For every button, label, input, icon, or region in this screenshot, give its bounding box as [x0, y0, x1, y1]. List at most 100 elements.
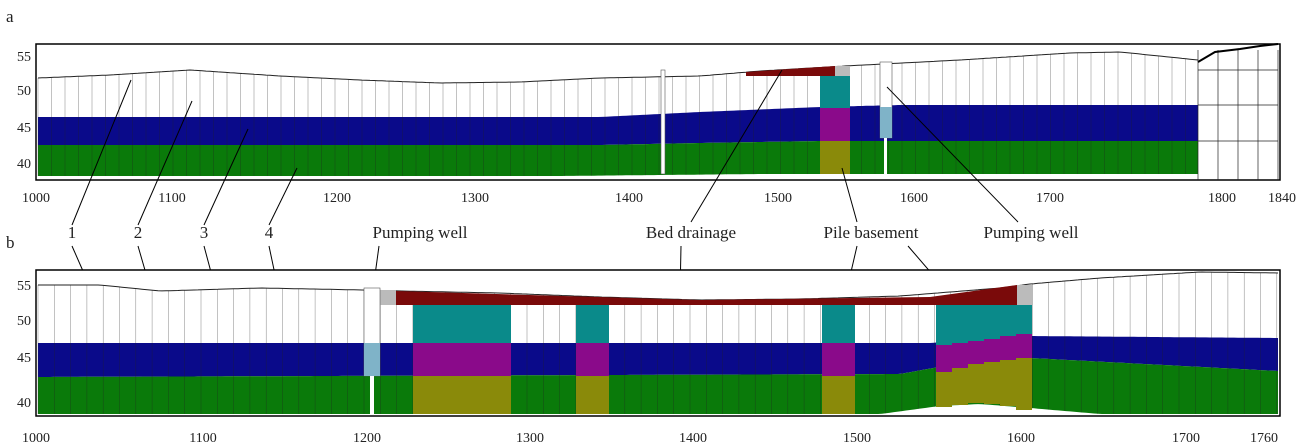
b-pile-group-bottom-0: [936, 372, 952, 407]
label-layer-4: 4: [265, 223, 274, 242]
b-pile-group-mid-5: [1016, 334, 1032, 358]
leader-line: [886, 86, 1019, 223]
a-xtick-1300: 1300: [461, 191, 489, 206]
a-xtick-1500: 1500: [764, 191, 792, 206]
panel-a-cell-grid: [37, 43, 1279, 180]
panel-b-label: b: [6, 233, 15, 252]
label-pile-basement: Pile basement: [824, 223, 919, 242]
panel-b-cell-grid: [37, 271, 1279, 414]
b-xtick-1700: 1700: [1172, 431, 1200, 446]
b-pile-group-mid-3: [984, 339, 1000, 362]
a-ytick-45: 45: [17, 121, 31, 136]
panel-a-features: [660, 61, 893, 176]
b-pile-group-bottom-4: [1000, 360, 1016, 406]
leader-line: [690, 69, 783, 223]
b-xtick-1100: 1100: [189, 431, 216, 446]
a-bed-drainage: [746, 66, 835, 76]
panel-b-x-axis: 1000 1100 1200 1300 1400 1500 1600 1700 …: [22, 431, 1278, 446]
b-pile-group-mid-1: [952, 343, 968, 368]
b-pile-group-mid-0: [936, 345, 952, 372]
panel-a-label: a: [6, 7, 14, 26]
b-pile-group-bottom-1: [952, 368, 968, 405]
panel-a-x-axis: 1000 1100 1200 1300 1400 1500 1600 1700 …: [22, 191, 1296, 206]
b-pile-group-bottom-5: [1016, 358, 1032, 410]
a-well-left: [660, 69, 666, 175]
label-layer-3: 3: [200, 223, 209, 242]
a-layer-4: [38, 141, 1198, 176]
panel-a: a 55 50 45 40 1000 1100 1200 1300 1400 1…: [6, 7, 1296, 206]
a-well-right-screen: [880, 107, 892, 138]
leader-line: [71, 79, 132, 226]
a-pile-top: [820, 76, 850, 108]
a-xtick-1200: 1200: [323, 191, 351, 206]
a-well-right-tail: [884, 138, 887, 176]
a-xtick-1100: 1100: [158, 191, 185, 206]
a-xtick-1000: 1000: [22, 191, 50, 206]
b-pile-group-top-3: [984, 305, 1000, 339]
leader-line: [841, 167, 858, 223]
b-pile-group-bottom-2: [968, 364, 984, 403]
a-xtick-1600: 1600: [900, 191, 928, 206]
a-ytick-55: 55: [17, 50, 31, 65]
b-xtick-1600: 1600: [1007, 431, 1035, 446]
b-pile-1-top: [576, 305, 609, 343]
b-drainage-cap-left: [380, 290, 396, 305]
b-xtick-1760: 1760: [1250, 431, 1278, 446]
panel-b-features: [363, 285, 1033, 414]
b-pile-0-bottom: [413, 376, 511, 414]
a-layer-1: [38, 52, 1198, 117]
label-layer-2: 2: [134, 223, 143, 242]
b-pile-group-mid-2: [968, 341, 984, 364]
b-pile-0-mid: [413, 343, 511, 376]
leader-line: [137, 100, 193, 226]
a-xtick-1400: 1400: [615, 191, 643, 206]
a-pile-bottom: [820, 141, 850, 174]
b-well-tail: [370, 376, 374, 414]
a-xtick-1700: 1700: [1036, 191, 1064, 206]
panel-b-y-axis: 55 50 45 40: [17, 279, 31, 411]
a-right-surface: [1197, 43, 1279, 63]
b-xtick-1300: 1300: [516, 431, 544, 446]
b-pile-0-top: [413, 305, 511, 343]
b-well-screen: [364, 343, 380, 376]
b-bed-drainage: [396, 285, 1017, 305]
a-ground-surface: [37, 51, 1199, 84]
b-pile-group-top-4: [1000, 305, 1016, 336]
b-pile-1-bottom: [576, 376, 609, 414]
b-pile-group-top-2: [968, 305, 984, 341]
b-xtick-1000: 1000: [22, 431, 50, 446]
b-pile-group-mid-4: [1000, 336, 1016, 360]
b-ytick-50: 50: [17, 314, 31, 329]
a-drainage-cap: [835, 66, 850, 76]
panel-b: b 55 50 45 40 1000 1100 1200 1300 1400 1…: [6, 233, 1281, 446]
b-pile-2-mid: [822, 343, 855, 376]
panel-a-y-axis: 55 50 45 40: [17, 50, 31, 172]
b-ytick-45: 45: [17, 351, 31, 366]
a-layer-3: [38, 105, 1198, 145]
b-xtick-1400: 1400: [679, 431, 707, 446]
panel-a-layers: [38, 52, 1198, 176]
b-pile-group-bottom-3: [984, 362, 1000, 404]
a-pile-mid: [820, 108, 850, 141]
a-xtick-1800: 1800: [1208, 191, 1236, 206]
a-ytick-40: 40: [17, 157, 31, 172]
b-ytick-40: 40: [17, 396, 31, 411]
b-pile-group-top-1: [952, 305, 968, 343]
b-ground-surface: [38, 271, 1279, 301]
b-pile-group-top-5: [1016, 305, 1032, 334]
leader-line: [203, 128, 249, 226]
b-ytick-55: 55: [17, 279, 31, 294]
a-xtick-1840: 1840: [1268, 191, 1296, 206]
label-bed-drainage: Bed drainage: [646, 223, 736, 242]
b-xtick-1200: 1200: [353, 431, 381, 446]
b-pile-2-bottom: [822, 376, 855, 414]
b-drainage-cap-right: [1017, 285, 1033, 305]
b-pile-group-top-0: [936, 305, 952, 345]
legend-labels: 1 2 3 4 Pumping well Bed drainage Pile b…: [68, 223, 1079, 242]
label-pumping-well-right: Pumping well: [984, 223, 1079, 242]
label-layer-1: 1: [68, 223, 77, 242]
b-pile-1-mid: [576, 343, 609, 376]
b-xtick-1500: 1500: [843, 431, 871, 446]
b-pile-2-top: [822, 305, 855, 343]
